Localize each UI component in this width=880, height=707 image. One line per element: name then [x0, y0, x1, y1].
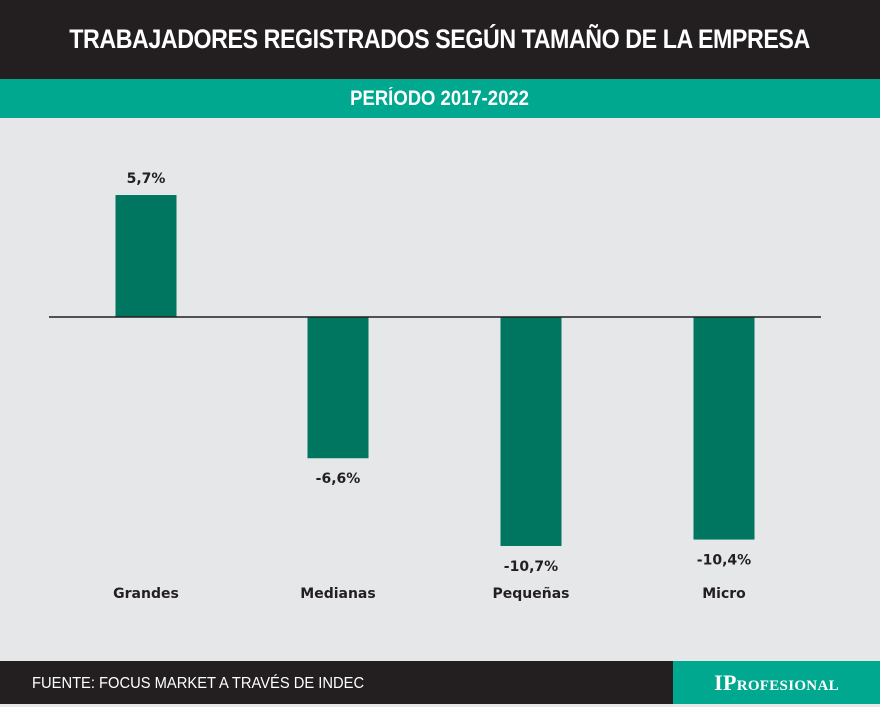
bars-group: [115, 195, 755, 546]
category-label-grandes: Grandes: [113, 586, 179, 602]
bar-chart: 5,7% Grandes -6,6% Medianas -10,7% Pequeñas -1…: [49, 171, 821, 602]
bar-pequeñas: [500, 317, 562, 546]
chart-subheader: PERÍODO 2017-2022: [0, 79, 880, 118]
bar-micro: [693, 317, 755, 540]
data-label-micro: -10,4%: [697, 553, 751, 569]
category-label-medianas: Medianas: [300, 586, 375, 602]
category-label-micro: Micro: [702, 586, 746, 602]
chart-subtitle: PERÍODO 2017-2022: [350, 86, 530, 110]
data-label-medianas: -6,6%: [316, 471, 361, 487]
category-label-pequeñas: Pequeñas: [493, 586, 570, 602]
source-note: FUENTE: FOCUS MARKET A TRAVÉS DE INDEC: [32, 675, 365, 692]
chart-title: TRABAJADORES REGISTRADOS SEGÚN TAMAÑO DE…: [69, 24, 811, 54]
bar-grandes: [115, 195, 177, 317]
brand-logo: IProfesional: [673, 661, 880, 704]
chart-header: TRABAJADORES REGISTRADOS SEGÚN TAMAÑO DE…: [0, 0, 880, 79]
brand-name: IProfesional: [714, 669, 839, 695]
footer: FUENTE: FOCUS MARKET A TRAVÉS DE INDEC I…: [0, 661, 880, 704]
bar-medianas: [307, 317, 369, 459]
data-label-grandes: 5,7%: [127, 171, 166, 187]
data-label-pequeñas: -10,7%: [504, 559, 558, 575]
labels-group: 5,7% Grandes -6,6% Medianas -10,7% Pequeñas -1…: [113, 171, 751, 602]
